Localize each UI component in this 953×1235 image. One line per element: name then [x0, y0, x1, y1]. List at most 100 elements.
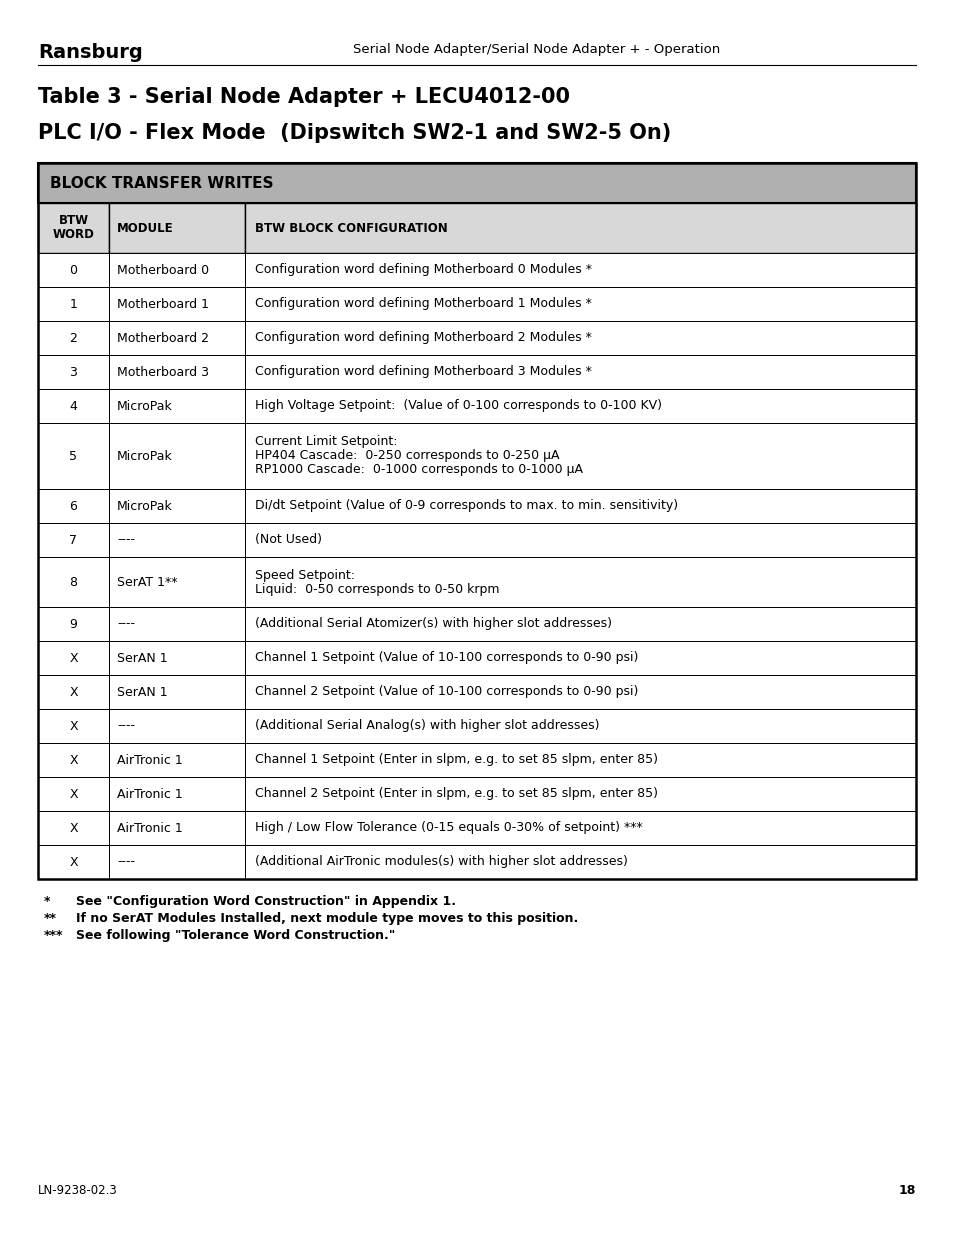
- Text: SerAN 1: SerAN 1: [117, 652, 168, 664]
- Text: Configuration word defining Motherboard 3 Modules *: Configuration word defining Motherboard …: [254, 366, 591, 378]
- Bar: [245, 743, 915, 777]
- Bar: [109, 777, 245, 811]
- Text: 1: 1: [70, 298, 77, 310]
- Bar: [245, 811, 915, 845]
- Bar: [109, 743, 245, 777]
- Text: ***: ***: [44, 929, 64, 942]
- Text: Serial Node Adapter/Serial Node Adapter + - Operation: Serial Node Adapter/Serial Node Adapter …: [353, 43, 720, 56]
- Text: BTW BLOCK CONFIGURATION: BTW BLOCK CONFIGURATION: [254, 221, 447, 235]
- Text: BTW: BTW: [58, 215, 89, 227]
- Text: 4: 4: [70, 399, 77, 412]
- Text: MicroPak: MicroPak: [117, 450, 172, 462]
- Bar: [109, 354, 245, 389]
- Bar: [38, 203, 109, 253]
- Bar: [245, 641, 915, 676]
- Bar: [38, 354, 109, 389]
- Text: High Voltage Setpoint:  (Value of 0-100 corresponds to 0-100 KV): High Voltage Setpoint: (Value of 0-100 c…: [254, 399, 661, 412]
- Text: ----: ----: [117, 856, 135, 868]
- Bar: [245, 606, 915, 641]
- Text: Channel 1 Setpoint (Value of 10-100 corresponds to 0-90 psi): Channel 1 Setpoint (Value of 10-100 corr…: [254, 652, 638, 664]
- Bar: [109, 321, 245, 354]
- Bar: [38, 606, 109, 641]
- Bar: [245, 287, 915, 321]
- Bar: [109, 424, 245, 489]
- Bar: [38, 777, 109, 811]
- Bar: [109, 203, 245, 253]
- Bar: [245, 203, 915, 253]
- Text: ----: ----: [117, 534, 135, 547]
- Text: 18: 18: [898, 1184, 915, 1197]
- Text: *: *: [44, 895, 51, 908]
- Bar: [245, 489, 915, 522]
- Bar: [109, 845, 245, 879]
- Bar: [38, 287, 109, 321]
- Bar: [38, 522, 109, 557]
- Text: Current Limit Setpoint:: Current Limit Setpoint:: [254, 436, 397, 448]
- Bar: [109, 641, 245, 676]
- Bar: [245, 424, 915, 489]
- Text: (Additional Serial Analog(s) with higher slot addresses): (Additional Serial Analog(s) with higher…: [254, 720, 598, 732]
- Bar: [109, 389, 245, 424]
- Text: PLC I/O - Flex Mode  (Dipswitch SW2-1 and SW2-5 On): PLC I/O - Flex Mode (Dipswitch SW2-1 and…: [38, 124, 671, 143]
- Bar: [109, 287, 245, 321]
- Text: MODULE: MODULE: [117, 221, 173, 235]
- Text: AirTronic 1: AirTronic 1: [117, 821, 183, 835]
- Bar: [38, 163, 915, 879]
- Text: Channel 1 Setpoint (Enter in slpm, e.g. to set 85 slpm, enter 85): Channel 1 Setpoint (Enter in slpm, e.g. …: [254, 753, 658, 767]
- Text: **: **: [44, 911, 57, 925]
- Bar: [245, 557, 915, 606]
- Text: 7: 7: [70, 534, 77, 547]
- Text: Di/dt Setpoint (Value of 0-9 corresponds to max. to min. sensitivity): Di/dt Setpoint (Value of 0-9 corresponds…: [254, 499, 678, 513]
- Bar: [38, 489, 109, 522]
- Text: AirTronic 1: AirTronic 1: [117, 788, 183, 800]
- Text: High / Low Flow Tolerance (0-15 equals 0-30% of setpoint) ***: High / Low Flow Tolerance (0-15 equals 0…: [254, 821, 642, 835]
- Text: X: X: [70, 720, 78, 732]
- Bar: [38, 557, 109, 606]
- Text: 5: 5: [70, 450, 77, 462]
- Text: 9: 9: [70, 618, 77, 631]
- Bar: [109, 253, 245, 287]
- Bar: [38, 709, 109, 743]
- Text: See following "Tolerance Word Construction.": See following "Tolerance Word Constructi…: [76, 929, 395, 942]
- Text: 3: 3: [70, 366, 77, 378]
- Text: (Not Used): (Not Used): [254, 534, 322, 547]
- Text: Table 3 - Serial Node Adapter + LECU4012-00: Table 3 - Serial Node Adapter + LECU4012…: [38, 86, 569, 107]
- Text: 2: 2: [70, 331, 77, 345]
- Text: Configuration word defining Motherboard 0 Modules *: Configuration word defining Motherboard …: [254, 263, 592, 277]
- Text: SerAT 1**: SerAT 1**: [117, 576, 177, 589]
- Text: Motherboard 2: Motherboard 2: [117, 331, 209, 345]
- Bar: [245, 389, 915, 424]
- Bar: [245, 777, 915, 811]
- Text: Configuration word defining Motherboard 2 Modules *: Configuration word defining Motherboard …: [254, 331, 591, 345]
- Bar: [38, 163, 915, 203]
- Text: SerAN 1: SerAN 1: [117, 685, 168, 699]
- Bar: [245, 354, 915, 389]
- Bar: [109, 709, 245, 743]
- Bar: [38, 743, 109, 777]
- Bar: [109, 676, 245, 709]
- Text: If no SerAT Modules Installed, next module type moves to this position.: If no SerAT Modules Installed, next modu…: [76, 911, 578, 925]
- Bar: [245, 253, 915, 287]
- Text: Motherboard 1: Motherboard 1: [117, 298, 209, 310]
- Text: Channel 2 Setpoint (Enter in slpm, e.g. to set 85 slpm, enter 85): Channel 2 Setpoint (Enter in slpm, e.g. …: [254, 788, 658, 800]
- Text: Ransburg: Ransburg: [38, 43, 143, 62]
- Bar: [38, 641, 109, 676]
- Text: HP404 Cascade:  0-250 corresponds to 0-250 μA: HP404 Cascade: 0-250 corresponds to 0-25…: [254, 450, 558, 462]
- Text: AirTronic 1: AirTronic 1: [117, 753, 183, 767]
- Text: Channel 2 Setpoint (Value of 10-100 corresponds to 0-90 psi): Channel 2 Setpoint (Value of 10-100 corr…: [254, 685, 638, 699]
- Bar: [245, 845, 915, 879]
- Bar: [38, 424, 109, 489]
- Bar: [109, 606, 245, 641]
- Bar: [245, 709, 915, 743]
- Text: ----: ----: [117, 720, 135, 732]
- Text: (Additional AirTronic modules(s) with higher slot addresses): (Additional AirTronic modules(s) with hi…: [254, 856, 627, 868]
- Text: Motherboard 3: Motherboard 3: [117, 366, 209, 378]
- Text: MicroPak: MicroPak: [117, 499, 172, 513]
- Bar: [38, 811, 109, 845]
- Text: X: X: [70, 856, 78, 868]
- Bar: [109, 557, 245, 606]
- Text: X: X: [70, 788, 78, 800]
- Text: See "Configuration Word Construction" in Appendix 1.: See "Configuration Word Construction" in…: [76, 895, 456, 908]
- Bar: [38, 253, 109, 287]
- Text: Configuration word defining Motherboard 1 Modules *: Configuration word defining Motherboard …: [254, 298, 591, 310]
